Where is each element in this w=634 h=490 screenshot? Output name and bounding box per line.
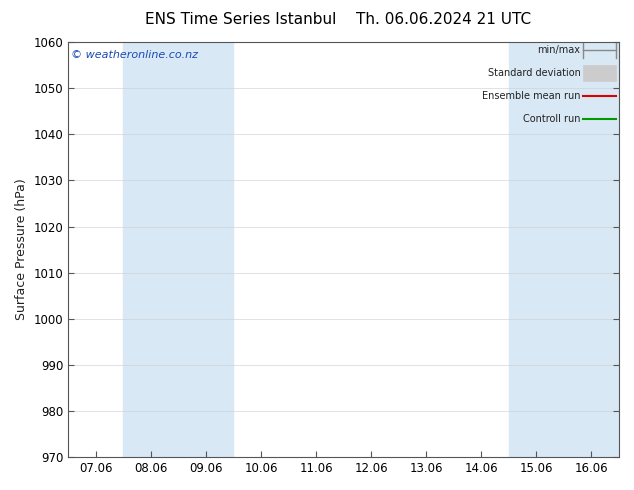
Text: Ensemble mean run: Ensemble mean run <box>482 91 581 101</box>
Text: Th. 06.06.2024 21 UTC: Th. 06.06.2024 21 UTC <box>356 12 531 27</box>
Text: Controll run: Controll run <box>523 114 581 124</box>
Text: min/max: min/max <box>538 46 581 55</box>
Bar <box>583 65 616 81</box>
Bar <box>509 42 564 457</box>
Y-axis label: Surface Pressure (hPa): Surface Pressure (hPa) <box>15 179 28 320</box>
Bar <box>123 42 178 457</box>
Text: ENS Time Series Istanbul: ENS Time Series Istanbul <box>145 12 337 27</box>
Bar <box>178 42 233 457</box>
Text: Standard deviation: Standard deviation <box>488 68 581 78</box>
Bar <box>564 42 619 457</box>
Text: © weatheronline.co.nz: © weatheronline.co.nz <box>71 50 198 60</box>
